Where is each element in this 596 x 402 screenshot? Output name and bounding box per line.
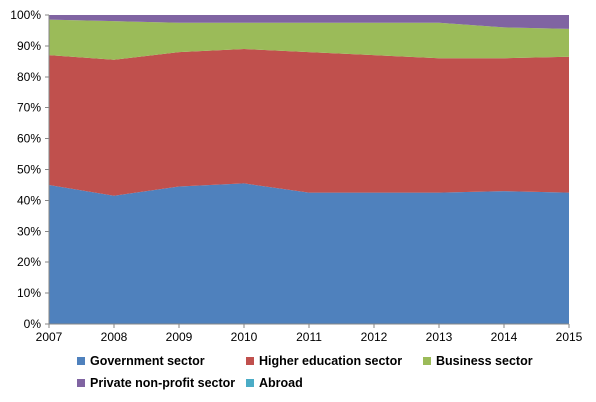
y-tick-label: 30% bbox=[17, 224, 41, 238]
area-private-non-profit-sector bbox=[49, 15, 569, 29]
y-tick-label: 20% bbox=[17, 255, 41, 269]
legend-label: Business sector bbox=[436, 354, 533, 368]
legend-item: Abroad bbox=[246, 376, 303, 390]
axes bbox=[45, 14, 570, 328]
x-tick-label: 2014 bbox=[491, 330, 518, 344]
x-axis-ticks: 2007 2008 2009 2010 2011 2012 2013 2014 2015 bbox=[36, 330, 583, 344]
y-tick-label: 10% bbox=[17, 286, 41, 300]
area-higher-education-sector bbox=[49, 48, 569, 196]
x-tick-label: 2011 bbox=[296, 330, 322, 344]
legend-swatch bbox=[246, 357, 254, 365]
x-tick-label: 2009 bbox=[166, 330, 193, 344]
legend-item: Private non-profit sector bbox=[77, 376, 235, 390]
legend-label: Higher education sector bbox=[259, 354, 403, 368]
legend-item: Business sector bbox=[423, 354, 533, 368]
legend-swatch bbox=[423, 357, 431, 365]
y-tick-label: 60% bbox=[17, 132, 41, 146]
legend-item: Higher education sector bbox=[246, 354, 402, 368]
legend-swatch bbox=[77, 379, 85, 387]
legend-label: Government sector bbox=[90, 354, 205, 368]
legend-label: Private non-profit sector bbox=[90, 376, 236, 390]
y-tick-label: 0% bbox=[24, 317, 42, 331]
y-tick-label: 70% bbox=[17, 101, 41, 115]
x-tick-label: 2015 bbox=[556, 330, 583, 344]
x-tick-label: 2007 bbox=[36, 330, 63, 344]
area-business-sector bbox=[49, 19, 569, 60]
legend-item: Government sector bbox=[77, 354, 205, 368]
legend: Government sector Higher education sector… bbox=[0, 352, 596, 396]
x-tick-label: 2013 bbox=[426, 330, 453, 344]
legend-swatch bbox=[246, 379, 254, 387]
x-tick-label: 2008 bbox=[101, 330, 128, 344]
y-tick-label: 100% bbox=[10, 8, 41, 22]
x-tick-label: 2010 bbox=[231, 330, 258, 344]
legend-label: Abroad bbox=[259, 376, 303, 390]
legend-swatch bbox=[77, 357, 85, 365]
y-tick-label: 90% bbox=[17, 39, 41, 53]
area-series-group bbox=[49, 15, 569, 324]
x-tick-label: 2012 bbox=[361, 330, 388, 344]
y-axis-ticks: 0% 10% 20% 30% 40% 50% 60% 70% 80% 90% 100% bbox=[10, 8, 41, 331]
y-tick-label: 80% bbox=[17, 70, 41, 84]
area-government-sector bbox=[49, 183, 569, 324]
y-tick-label: 50% bbox=[17, 163, 41, 177]
y-tick-label: 40% bbox=[17, 193, 41, 207]
